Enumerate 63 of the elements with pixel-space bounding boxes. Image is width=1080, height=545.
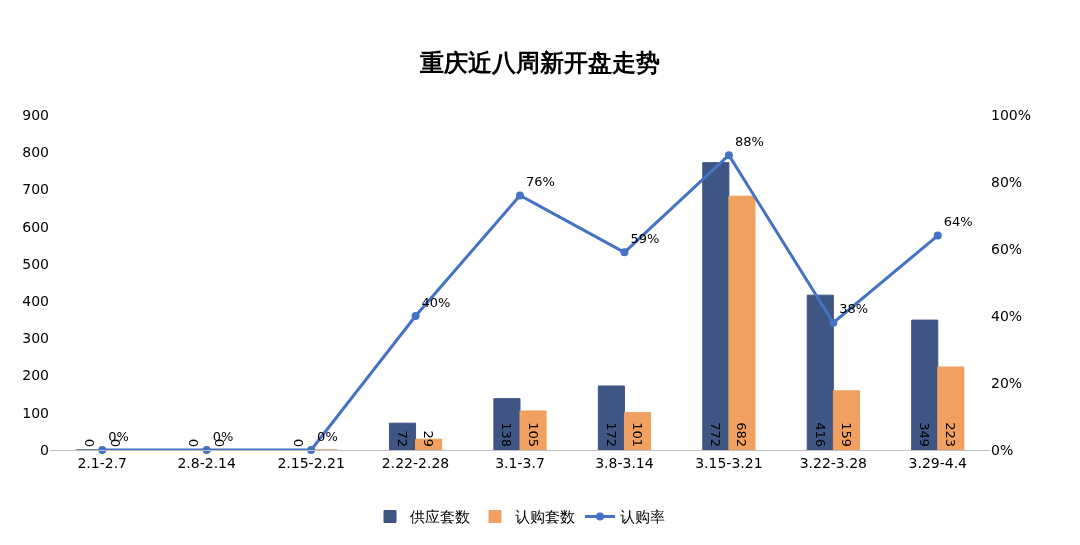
- point: [620, 248, 629, 257]
- data-label: 172: [603, 422, 619, 447]
- y2-tick-label: 100%: [991, 106, 1032, 123]
- bar: [702, 162, 730, 450]
- data-label: 72: [395, 430, 410, 447]
- data-label: 88%: [734, 133, 764, 149]
- bar: [728, 195, 756, 450]
- point: [724, 151, 733, 160]
- data-label: 138: [499, 422, 515, 447]
- y2-tick-label: 0%: [991, 441, 1014, 458]
- data-label: 0: [290, 438, 306, 447]
- x-tick-label: 3.8-3.14: [595, 454, 654, 471]
- bar: [911, 319, 939, 450]
- x-tick-label: 3.22-3.28: [799, 454, 868, 471]
- point: [516, 191, 524, 200]
- y2-tick-label: 20%: [991, 374, 1023, 391]
- data-label: 682: [734, 422, 750, 447]
- bar: [519, 410, 547, 450]
- data-label: 772: [708, 422, 724, 447]
- data-label: 76%: [526, 174, 555, 190]
- data-label: 0: [186, 438, 202, 447]
- point: [98, 446, 107, 454]
- x-tick-label: 3.15-3.21: [695, 454, 763, 471]
- point: [933, 231, 942, 240]
- x-tick-label: 3.29-4.4: [908, 454, 968, 471]
- bar: [937, 366, 965, 450]
- y-tick-label: 200: [22, 367, 49, 384]
- data-label: 159: [838, 422, 854, 447]
- data-label: 349: [917, 422, 933, 447]
- x-tick-label: 2.15-2.21: [277, 454, 345, 471]
- bar: [832, 390, 860, 450]
- x-tick-label: 2.1-2.7: [77, 454, 128, 471]
- y-tick-label: 300: [22, 330, 49, 347]
- bar: [806, 294, 834, 450]
- legend-label: 认购率: [620, 508, 665, 527]
- y2-tick-label: 80%: [991, 173, 1023, 190]
- y2-tick-label: 60%: [991, 240, 1023, 257]
- y-tick-label: 700: [22, 181, 49, 198]
- y-tick-label: 600: [22, 218, 49, 235]
- y-tick-label: 100: [22, 404, 49, 421]
- chart-title: 重庆近八周新开盘走势: [419, 49, 660, 78]
- data-label: 101: [630, 422, 645, 447]
- legend-label: 认购套数: [515, 508, 575, 527]
- y-tick-label: 0: [40, 441, 49, 458]
- data-label: 0: [81, 438, 97, 447]
- x-tick-label: 3.1-3.7: [495, 454, 545, 471]
- data-label: 64%: [943, 214, 973, 230]
- x-tick-label: 2.22-2.28: [381, 454, 450, 471]
- legend-label: 供应套数: [410, 508, 470, 527]
- data-label: 416: [812, 422, 828, 447]
- y-tick-label: 800: [22, 144, 49, 161]
- point: [202, 446, 211, 454]
- x-tick-label: 2.8-2.14: [177, 454, 236, 471]
- y2-tick-label: 40%: [991, 307, 1023, 324]
- bar: [597, 385, 625, 450]
- data-label: 105: [525, 422, 541, 447]
- point: [411, 312, 420, 320]
- data-label: 29: [421, 430, 437, 447]
- y-tick-label: 500: [22, 255, 49, 272]
- y-tick-label: 900: [22, 106, 49, 123]
- data-label: 223: [943, 422, 959, 447]
- point: [829, 318, 838, 327]
- y-tick-label: 400: [22, 293, 49, 310]
